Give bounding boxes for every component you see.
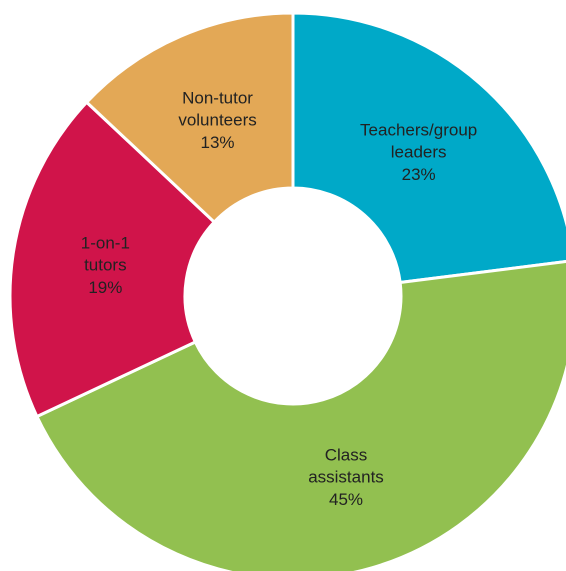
- donut-slice: [291, 11, 566, 285]
- slice-label: Class assistants: [308, 446, 384, 487]
- slice-label: 1-on-1 tutors: [81, 234, 130, 275]
- donut-slice: [84, 11, 295, 225]
- value-label: 23%: [402, 165, 436, 184]
- value-label: 13%: [201, 133, 235, 152]
- donut-slice: [34, 260, 566, 571]
- value-label: 19%: [88, 278, 122, 297]
- slice-label: Non-tutor volunteers: [178, 89, 256, 130]
- value-label: 45%: [329, 490, 363, 509]
- slice-label: Teachers/group leaders: [360, 121, 477, 162]
- donut-slice: [8, 100, 217, 419]
